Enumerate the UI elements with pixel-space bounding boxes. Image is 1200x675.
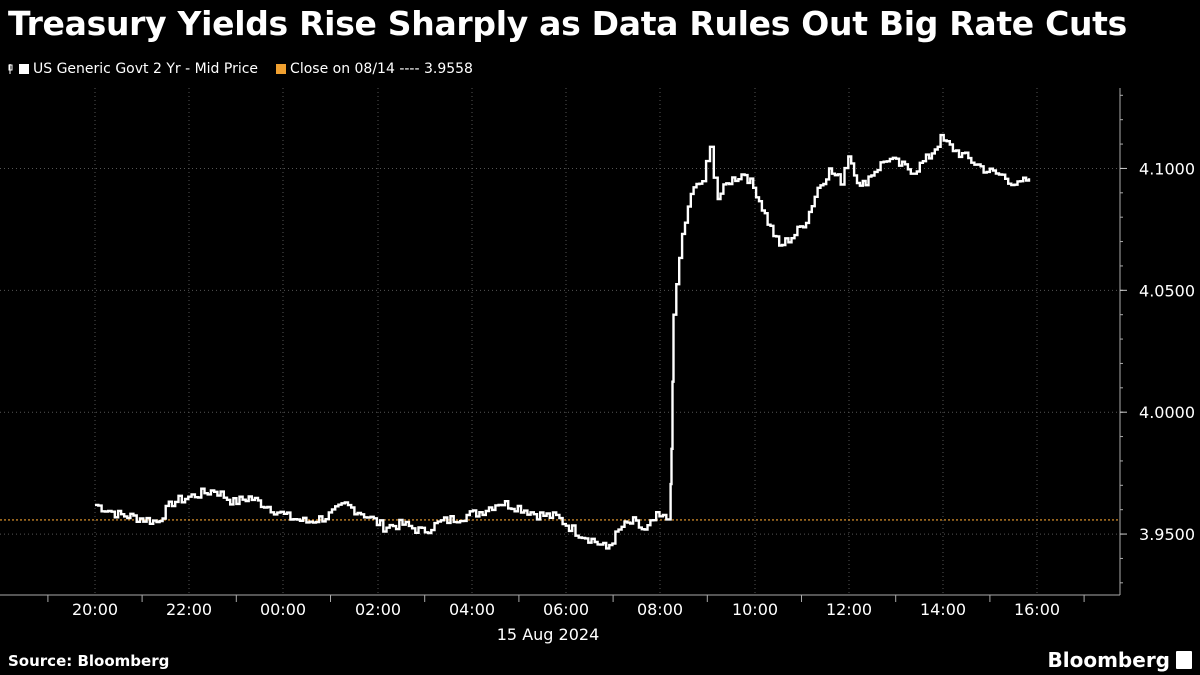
x-tick-label-6: 08:00 <box>637 600 683 619</box>
x-date-label: 15 Aug 2024 <box>497 625 600 644</box>
chart-title: Treasury Yields Rise Sharply as Data Rul… <box>8 4 1128 43</box>
brand-name: Bloomberg <box>1047 648 1170 672</box>
y-tick-label-3: 4.1000 <box>1139 159 1195 178</box>
legend-item-close: Close on 08/14 ---- 3.9558 <box>276 61 473 77</box>
y-tick-label-0: 3.9500 <box>1139 525 1195 544</box>
y-tick-label-2: 4.0500 <box>1139 281 1195 300</box>
x-tick-label-5: 06:00 <box>543 600 589 619</box>
x-tick-label-3: 02:00 <box>355 600 401 619</box>
x-tick-label-1: 22:00 <box>166 600 212 619</box>
source-note: Source: Bloomberg <box>8 652 170 670</box>
x-tick-label-0: 20:00 <box>72 600 118 619</box>
legend-swatch-close <box>276 64 287 74</box>
x-tick-label-4: 04:00 <box>449 600 495 619</box>
x-tick-label-10: 16:00 <box>1014 600 1060 619</box>
y-tick-label-1: 4.0000 <box>1139 403 1195 422</box>
legend-label-close: Close on 08/14 ---- 3.9558 <box>290 61 473 77</box>
x-tick-label-9: 14:00 <box>920 600 966 619</box>
line-series-icon <box>8 63 17 75</box>
x-tick-label-2: 00:00 <box>260 600 306 619</box>
legend-label-series: US Generic Govt 2 Yr - Mid Price <box>33 61 259 77</box>
x-tick-label-7: 10:00 <box>732 600 778 619</box>
legend-item-series: US Generic Govt 2 Yr - Mid Price <box>8 61 258 77</box>
x-tick-label-8: 12:00 <box>826 600 872 619</box>
brand-logo: Bloomberg <box>1048 648 1192 672</box>
series-line-us-2yr <box>95 133 1031 550</box>
chart-legend: US Generic Govt 2 Yr - Mid Price Close o… <box>8 61 491 77</box>
legend-swatch-series <box>19 64 29 74</box>
bloomberg-terminal-icon <box>1176 651 1192 669</box>
